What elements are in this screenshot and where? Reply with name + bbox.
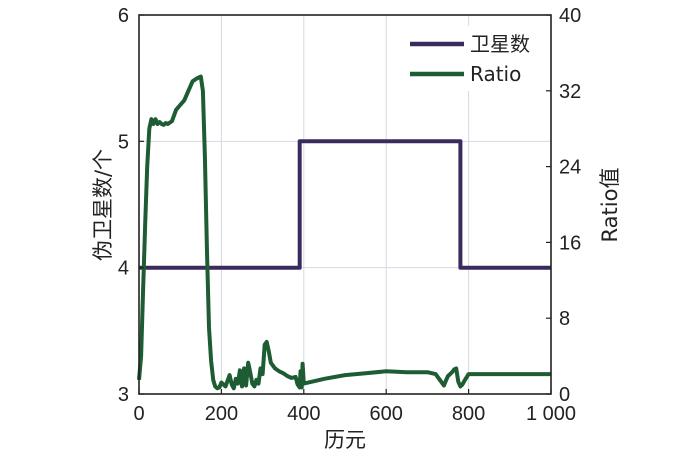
y-left-tick-label: 3 bbox=[118, 384, 129, 406]
y-right-tick-label: 24 bbox=[559, 157, 581, 179]
x-tick-label: 1 000 bbox=[526, 403, 576, 425]
x-tick-label: 600 bbox=[370, 403, 403, 425]
y-right-tick-label: 16 bbox=[559, 232, 581, 254]
y-axis-right-label: Ratio值 bbox=[598, 168, 622, 243]
series-satellites-line bbox=[139, 139, 551, 270]
series-ratio-line bbox=[137, 74, 551, 391]
y-left-tick-label: 6 bbox=[118, 5, 129, 27]
y-right-tick-label: 8 bbox=[559, 308, 570, 330]
y-left-tick-label: 5 bbox=[118, 131, 129, 153]
legend-label-satellites: 卫星数 bbox=[470, 32, 530, 56]
x-axis-label: 历元 bbox=[324, 428, 366, 452]
y-left-tick-label: 4 bbox=[118, 258, 129, 280]
plot-frame bbox=[138, 14, 552, 395]
x-tick-label: 800 bbox=[452, 403, 485, 425]
legend: 卫星数 Ratio bbox=[404, 26, 537, 91]
x-tick-labels: 0 200 400 600 800 1 000 bbox=[133, 403, 576, 425]
y-left-tick-labels: 3 4 5 6 bbox=[118, 5, 129, 406]
y-right-tick-label: 32 bbox=[559, 81, 581, 103]
y-right-tick-label: 40 bbox=[559, 5, 581, 27]
y-axis-left-label: 伪卫星数/个 bbox=[91, 149, 115, 261]
plot-lines bbox=[137, 74, 551, 391]
tick-marks bbox=[138, 14, 552, 395]
y-right-tick-labels: 0 8 16 24 32 40 bbox=[559, 5, 581, 406]
legend-box bbox=[404, 26, 537, 91]
x-tick-label: 0 bbox=[133, 403, 144, 425]
legend-label-ratio: Ratio bbox=[470, 62, 521, 86]
x-tick-label: 400 bbox=[287, 403, 320, 425]
x-tick-label: 200 bbox=[205, 403, 238, 425]
y-right-tick-label: 0 bbox=[559, 384, 570, 406]
